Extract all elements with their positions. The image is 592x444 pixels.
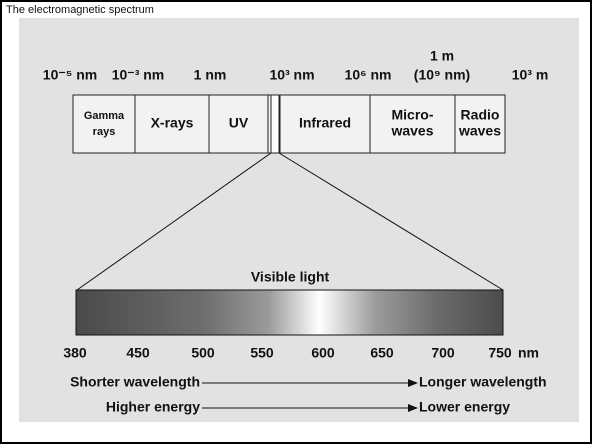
wavelength-label: 500 xyxy=(191,345,215,361)
band-label: UV xyxy=(229,115,249,131)
wavelength-label: 700 xyxy=(431,345,455,361)
band-label: Radio xyxy=(461,107,500,123)
band-label: X-rays xyxy=(151,115,194,131)
arrow-to: Longer wavelength xyxy=(419,374,547,390)
scale-label: 1 m xyxy=(430,48,454,64)
scale-label: 10³ m xyxy=(512,67,549,83)
wavelength-label: 600 xyxy=(311,345,335,361)
wavelength-label: 750 xyxy=(488,345,512,361)
scale-label: 10⁻³ nm xyxy=(112,67,165,83)
wavelength-label: 450 xyxy=(126,345,150,361)
wavelength-label: 550 xyxy=(250,345,274,361)
band-label: waves xyxy=(390,123,433,139)
scale-label: 10⁶ nm xyxy=(345,67,392,83)
band-label: rays xyxy=(93,126,116,138)
band-label: Micro- xyxy=(392,107,434,123)
scale-label: 10⁻⁵ nm xyxy=(43,67,97,83)
wavelength-label: 650 xyxy=(370,345,394,361)
band-box xyxy=(72,94,506,154)
visible-slot xyxy=(270,94,280,154)
visible-title: Visible light xyxy=(251,269,330,285)
scale-label: (10⁹ nm) xyxy=(414,67,470,83)
band-label: Gamma xyxy=(84,110,125,122)
arrow-from: Shorter wavelength xyxy=(70,374,200,390)
cone-line xyxy=(278,152,504,291)
scale-label: 1 nm xyxy=(194,67,227,83)
wavelength-label: 380 xyxy=(63,345,87,361)
scale-label: 10³ nm xyxy=(269,67,314,83)
wavelength-unit: nm xyxy=(518,345,539,361)
panel xyxy=(19,18,579,422)
arrow-head xyxy=(408,404,418,412)
arrow-to: Lower energy xyxy=(419,399,510,415)
cone-line xyxy=(76,152,272,291)
visible-bar xyxy=(75,289,504,336)
band-label: waves xyxy=(458,123,501,139)
band-label: Infrared xyxy=(299,115,351,131)
arrow-head xyxy=(408,379,418,387)
title: The electromagnetic spectrum xyxy=(6,4,154,16)
arrow-from: Higher energy xyxy=(106,399,200,415)
